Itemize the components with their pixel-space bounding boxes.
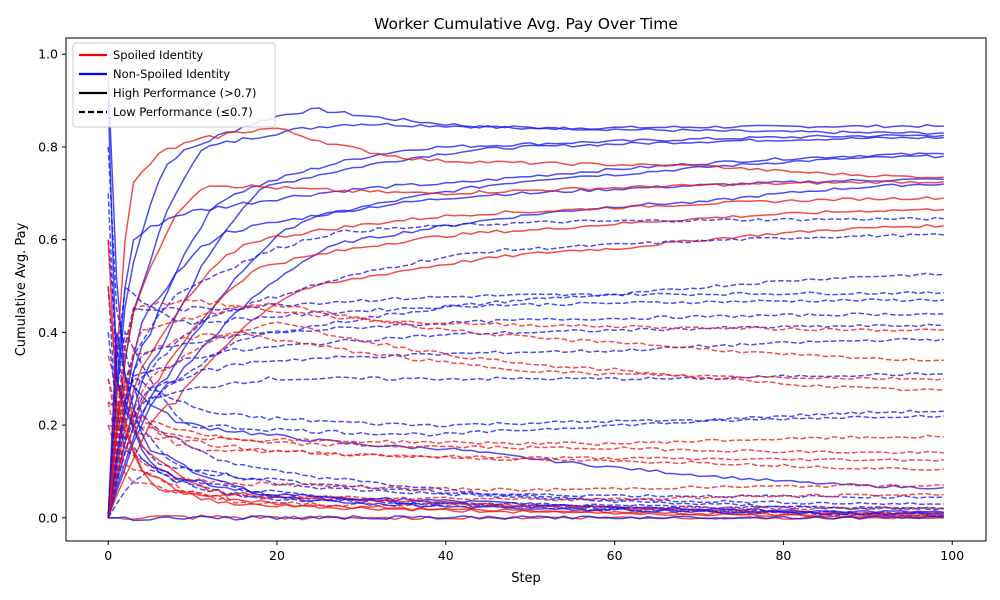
series-line-spoiled-low-34 <box>107 321 944 518</box>
y-tick-label: 0.2 <box>38 418 58 433</box>
series-line-spoiled-low-31 <box>107 298 944 518</box>
y-tick-label: 0.0 <box>38 510 58 525</box>
legend-box <box>72 42 276 128</box>
series-line-nonspoiled-high-5 <box>107 154 944 519</box>
series-line-spoiled-high-10 <box>107 180 944 518</box>
y-tick-label: 0.8 <box>38 139 58 154</box>
x-axis-label: Step <box>511 571 541 586</box>
x-tick-label: 80 <box>775 548 791 563</box>
series-line-nonspoiled-low-17 <box>107 290 944 518</box>
x-tick-label: 20 <box>269 548 285 563</box>
series-line-spoiled-high-11 <box>107 196 944 518</box>
legend: Spoiled Identity Non-Spoiled Identity High… <box>72 42 276 128</box>
series-line-spoiled-high-42 <box>107 285 944 518</box>
chart-title: Worker Cumulative Avg. Pay Over Time <box>374 15 678 33</box>
series-layer <box>107 77 944 522</box>
y-tick-label: 0.4 <box>38 325 58 340</box>
series-line-nonspoiled-high-48 <box>108 514 944 522</box>
series-line-spoiled-high-9 <box>107 127 944 518</box>
y-tick-label: 0.6 <box>38 232 58 247</box>
x-tick-label: 60 <box>607 548 623 563</box>
series-line-nonspoiled-low-25 <box>107 146 944 506</box>
legend-label: Low Performance (≤0.7) <box>113 105 253 119</box>
series-line-nonspoiled-low-29 <box>107 332 944 517</box>
series-line-nonspoiled-low-28 <box>107 239 944 499</box>
series-line-spoiled-low-35 <box>107 378 944 446</box>
series-line-spoiled-low-39 <box>107 378 944 492</box>
series-line-spoiled-low-33 <box>107 331 944 518</box>
series-line-spoiled-low-32 <box>107 302 944 518</box>
x-tick-label: 40 <box>438 548 454 563</box>
series-line-nonspoiled-high-0 <box>107 107 944 518</box>
legend-label: High Performance (>0.7) <box>113 86 257 100</box>
x-axis-ticks: 0 20 40 60 80 100 <box>104 541 964 563</box>
legend-label: Non-Spoiled Identity <box>113 67 230 81</box>
x-tick-label: 0 <box>104 548 112 563</box>
series-line-nonspoiled-low-19 <box>107 312 944 518</box>
series-line-nonspoiled-high-4 <box>107 152 944 518</box>
series-line-spoiled-low-36 <box>107 401 944 455</box>
series-line-nonspoiled-low-30 <box>107 469 944 519</box>
series-line-nonspoiled-low-20 <box>107 323 944 518</box>
series-line-spoiled-high-44 <box>107 239 944 519</box>
y-axis-ticks: 0.0 0.2 0.4 0.6 0.8 1.0 <box>38 47 66 525</box>
series-line-nonspoiled-low-14 <box>107 216 944 518</box>
series-line-nonspoiled-low-22 <box>107 372 944 518</box>
series-line-nonspoiled-low-27 <box>107 285 944 516</box>
series-line-nonspoiled-high-1 <box>107 122 944 518</box>
series-line-spoiled-low-40 <box>107 401 944 502</box>
legend-label: Spoiled Identity <box>113 48 203 62</box>
series-line-spoiled-low-38 <box>107 355 944 462</box>
series-line-nonspoiled-low-21 <box>107 337 944 518</box>
x-tick-label: 100 <box>940 548 964 563</box>
series-line-nonspoiled-high-7 <box>107 183 944 519</box>
series-line-nonspoiled-low-23 <box>107 376 944 518</box>
series-line-spoiled-high-13 <box>107 223 944 519</box>
series-line-nonspoiled-low-24 <box>107 329 944 518</box>
series-line-nonspoiled-low-16 <box>107 272 944 518</box>
series-line-nonspoiled-high-46 <box>107 100 944 516</box>
series-line-nonspoiled-high-2 <box>107 134 944 518</box>
series-line-spoiled-high-12 <box>107 208 944 518</box>
series-line-nonspoiled-low-15 <box>107 233 944 518</box>
y-axis-label: Cumulative Avg. Pay <box>14 222 29 356</box>
plot-frame <box>65 37 987 542</box>
series-line-nonspoiled-low-18 <box>107 285 944 518</box>
y-tick-label: 1.0 <box>38 47 58 62</box>
series-line-nonspoiled-low-26 <box>107 193 944 510</box>
